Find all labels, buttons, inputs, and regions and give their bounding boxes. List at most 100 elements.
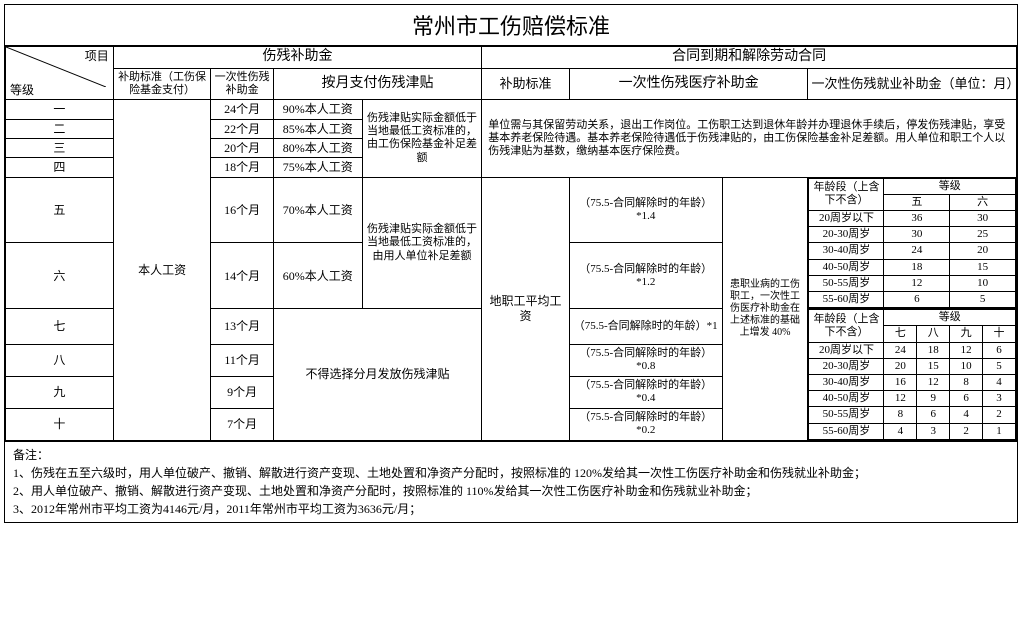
m710-v: 12: [917, 374, 950, 390]
m710-age-hdr: 年龄段（上含下不含）: [809, 310, 884, 342]
m710-age: 50-55周岁: [809, 407, 884, 423]
m56-age: 20周岁以下: [809, 211, 884, 227]
m710-g: 七: [884, 326, 917, 342]
pct-1: 90%本人工资: [273, 100, 362, 119]
m56-v: 30: [950, 211, 1016, 227]
right-block-top: 单位需与其保留劳动关系，退出工作岗位。工伤职工达到退休年龄并办理退休手续后，停发…: [482, 100, 1017, 178]
grade-label: 三: [6, 138, 114, 157]
months-2: 22个月: [211, 119, 273, 138]
m710-v: 6: [917, 407, 950, 423]
grade-label: 八: [6, 344, 114, 376]
m56-v: 24: [884, 243, 950, 259]
m710-v: 2: [950, 423, 983, 439]
m56-v: 20: [950, 243, 1016, 259]
m56-age: 50-55周岁: [809, 275, 884, 291]
col-a-value: 本人工资: [113, 100, 211, 441]
main-table: 项目 等级 伤残补助金 合同到期和解除劳动合同 补助标准（工伤保险基金支付） 一…: [5, 46, 1017, 441]
col-e-header: 一次性伤残医疗补助金: [569, 68, 808, 99]
grade-label: 四: [6, 158, 114, 177]
m56-v: 10: [950, 275, 1016, 291]
m710-v: 24: [884, 342, 917, 358]
corner-top: 项目: [85, 49, 109, 63]
grade-label: 五: [6, 177, 114, 243]
m710-age: 20周岁以下: [809, 342, 884, 358]
note-1: 1、伤残在五至六级时，用人单位破产、撤销、解散进行资产变现、土地处置和净资产分配…: [13, 464, 1009, 482]
col-f-header: 一次性伤残就业补助金（单位：月）: [808, 68, 1017, 99]
corner-cell: 项目 等级: [6, 47, 114, 100]
m710-age: 20-30周岁: [809, 358, 884, 374]
formula-7: （75.5-合同解除时的年龄）*1: [569, 309, 722, 345]
grade-label: 九: [6, 376, 114, 408]
m710-v: 4: [884, 423, 917, 439]
formula-9: （75.5-合同解除时的年龄）*0.4: [569, 376, 722, 408]
notes-heading: 备注：: [13, 446, 1009, 464]
months-3: 20个月: [211, 138, 273, 157]
months-8: 11个月: [211, 344, 273, 376]
m710-v: 18: [917, 342, 950, 358]
formula-10: （75.5-合同解除时的年龄）*0.2: [569, 408, 722, 440]
grade-label: 七: [6, 309, 114, 345]
notes-section: 备注： 1、伤残在五至六级时，用人单位破产、撤销、解散进行资产变现、土地处置和净…: [5, 441, 1017, 522]
m710-v: 4: [983, 374, 1016, 390]
m710-v: 3: [917, 423, 950, 439]
m710-v: 4: [950, 407, 983, 423]
m710-v: 10: [950, 358, 983, 374]
pct-3: 80%本人工资: [273, 138, 362, 157]
m710-v: 2: [983, 407, 1016, 423]
months-7: 13个月: [211, 309, 273, 345]
m710-v: 15: [917, 358, 950, 374]
m710-v: 8: [950, 374, 983, 390]
months-4: 18个月: [211, 158, 273, 177]
m56-v: 5: [950, 292, 1016, 308]
corner-bottom: 等级: [10, 83, 34, 97]
note-3: 3、2012年常州市平均工资为4146元/月，2011年常州市平均工资为3636…: [13, 500, 1009, 518]
section-header-right: 合同到期和解除劳动合同: [482, 47, 1017, 69]
page-title: 常州市工伤赔偿标准: [5, 5, 1017, 46]
allowance-note-top: 伤残津贴实际金额低于当地最低工资标准的，由工伤保险基金补足差额: [362, 100, 482, 178]
pct-4: 75%本人工资: [273, 158, 362, 177]
m710-age: 40-50周岁: [809, 391, 884, 407]
m710-age: 55-60周岁: [809, 423, 884, 439]
months-5: 16个月: [211, 177, 273, 243]
m56-age: 40-50周岁: [809, 259, 884, 275]
grade-label: 六: [6, 243, 114, 309]
col-b-header: 一次性伤残补助金: [211, 68, 273, 99]
m56-age: 20-30周岁: [809, 227, 884, 243]
m710-v: 20: [884, 358, 917, 374]
m56-v: 15: [950, 259, 1016, 275]
m710-v: 6: [950, 391, 983, 407]
occ-disease-note: 患职业病的工伤职工，一次性工伤医疗补助金在上述标准的基础上增发 40%: [722, 177, 808, 440]
months-10: 7个月: [211, 408, 273, 440]
col-c-header: 按月支付伤残津贴: [273, 68, 481, 99]
m56-v: 36: [884, 211, 950, 227]
m710-g: 十: [983, 326, 1016, 342]
m710-age: 30-40周岁: [809, 374, 884, 390]
months-1: 24个月: [211, 100, 273, 119]
m56-v: 12: [884, 275, 950, 291]
m710-v: 3: [983, 391, 1016, 407]
col-d-header: 补助标准: [482, 68, 570, 99]
m710-v: 6: [983, 342, 1016, 358]
m56-grade-hdr: 等级: [884, 178, 1016, 194]
note-2: 2、用人单位破产、撤销、解散进行资产变现、土地处置和净资产分配时，按照标准的 1…: [13, 482, 1009, 500]
allowance-note-bottom: 不得选择分月发放伤残津贴: [273, 309, 481, 441]
m56-g5: 五: [884, 194, 950, 210]
m56-v: 30: [884, 227, 950, 243]
grade-label: 二: [6, 119, 114, 138]
m56-age: 30-40周岁: [809, 243, 884, 259]
formula-8: （75.5-合同解除时的年龄）*0.8: [569, 344, 722, 376]
section-header-left: 伤残补助金: [113, 47, 482, 69]
grade-label: 一: [6, 100, 114, 119]
m56-age: 55-60周岁: [809, 292, 884, 308]
months-9: 9个月: [211, 376, 273, 408]
mini-table-710: 年龄段（上含下不含） 等级 七 八 九 十 20周岁以下2418126 20-3…: [808, 309, 1017, 441]
document: 常州市工伤赔偿标准 项目 等级 伤残补助金 合同到期和解除劳动合同 补助标准（工…: [4, 4, 1018, 523]
pct-6: 60%本人工资: [273, 243, 362, 309]
m56-v: 18: [884, 259, 950, 275]
months-6: 14个月: [211, 243, 273, 309]
m56-age-hdr: 年龄段（上含下不含）: [809, 178, 884, 210]
m56-v: 25: [950, 227, 1016, 243]
m710-g: 八: [917, 326, 950, 342]
pct-2: 85%本人工资: [273, 119, 362, 138]
m56-v: 6: [884, 292, 950, 308]
